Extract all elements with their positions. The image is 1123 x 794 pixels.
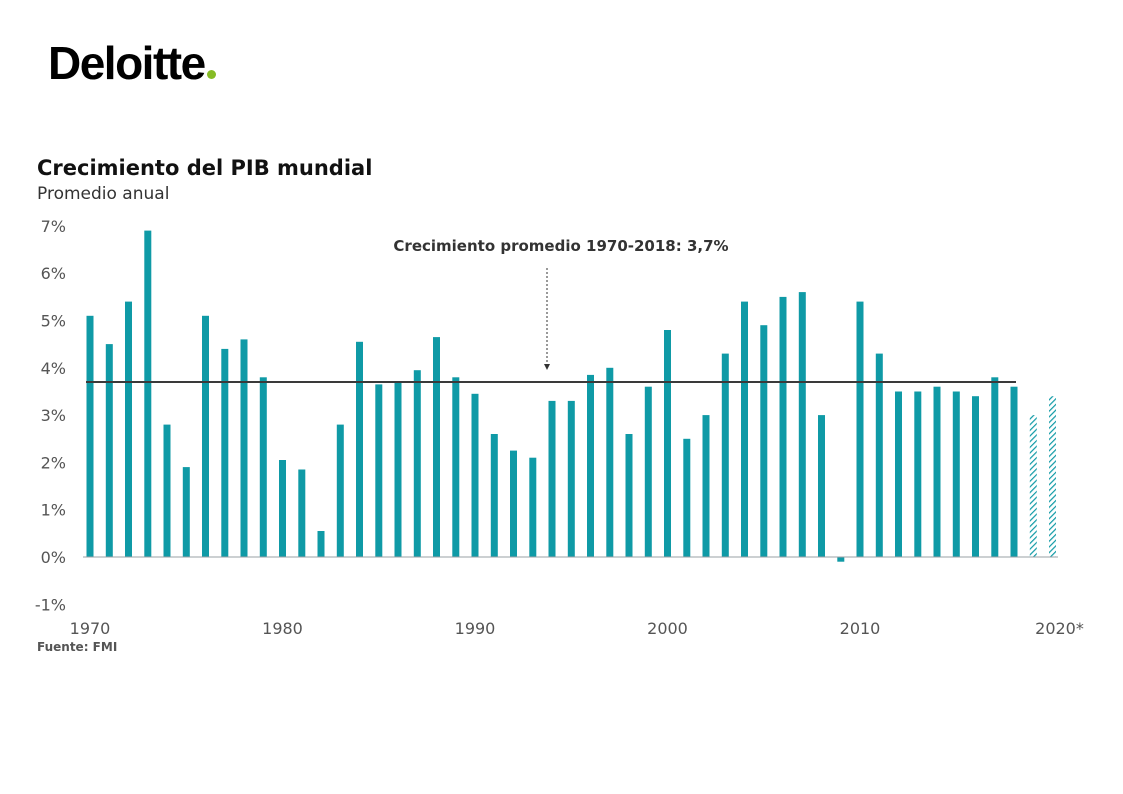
bar-2008 [818,415,825,557]
x-tick-label: 1990 [455,619,496,638]
bar-forecast-2019 [1029,415,1037,557]
y-tick-label: 5% [41,312,66,331]
bar-2013 [914,391,922,557]
bar-1995 [567,400,575,557]
bar-1994 [548,400,556,557]
x-axis: 1970 1980 1990 2000 2010 2020* [70,619,1084,638]
bar-1978 [240,339,248,557]
deloitte-logo: Deloitte [48,36,216,90]
y-tick-label: 7% [41,217,66,236]
average-annotation: Crecimiento promedio 1970-2018: 3,7% [393,237,728,255]
bar-1975 [182,467,190,557]
y-tick-label: -1% [35,595,66,614]
bar-1993 [529,457,537,557]
y-tick-label: 3% [41,406,66,425]
bar-1982 [317,531,325,557]
x-tick-label: 1970 [70,619,111,638]
bar-1992 [510,450,517,557]
bar-1985 [375,384,383,557]
bar-2010 [856,301,864,557]
x-tick-label: 2000 [647,619,688,638]
y-tick-label: 4% [41,359,66,378]
bars [86,230,1056,562]
x-tick-label: 1980 [262,619,303,638]
y-axis: -1% 0% 1% 2% 3% 4% 5% 6% 7% [35,217,66,614]
bar-1977 [221,348,229,557]
bar-1981 [298,469,306,557]
bar-2012 [895,391,902,557]
y-tick-label: 0% [41,548,66,567]
bar-2017 [991,377,999,557]
bar-1998 [625,434,633,557]
source-note: Fuente: FMI [37,640,118,654]
bar-2000 [664,330,671,557]
bar-1990 [471,393,479,557]
bar-2003 [721,353,729,557]
bar-1984 [356,341,363,557]
chart-title: Crecimiento del PIB mundial [37,156,373,180]
bar-2018 [1010,386,1018,557]
bar-2016 [972,396,979,557]
bar-2001 [683,438,691,558]
bar-2011 [875,353,883,557]
bar-2005 [760,325,768,557]
bar-1997 [606,367,614,557]
bar-2004 [741,301,748,557]
bar-2014 [933,386,941,557]
logo-dot-icon [206,70,216,79]
bar-2009 [837,557,845,562]
y-tick-label: 1% [41,501,66,520]
bar-1972 [125,301,132,557]
bar-1973 [144,230,152,557]
bar-1971 [105,344,113,557]
bar-1999 [644,386,652,557]
bar-1976 [202,315,209,557]
bar-2007 [798,292,806,557]
bar-forecast-2020 [1049,396,1056,557]
y-tick-label: 2% [41,453,66,472]
bar-2002 [702,415,710,557]
bar-1991 [490,434,498,557]
bar-1979 [259,377,267,557]
chart-subtitle: Promedio anual [37,184,170,204]
arrow-head-icon [544,364,550,370]
average-line-group: Crecimiento promedio 1970-2018: 3,7% [86,237,1016,383]
x-tick-label: 2010 [840,619,881,638]
bar-1986 [394,382,402,557]
y-tick-label: 6% [41,264,66,283]
bar-2006 [779,296,787,557]
x-tick-label: 2020* [1035,619,1084,638]
bar-1988 [433,337,440,557]
bar-2015 [952,391,960,557]
bar-1996 [587,374,594,557]
bar-1989 [452,377,460,557]
bar-1987 [413,370,421,557]
bar-1980 [279,460,286,557]
bar-1970 [86,315,94,557]
bar-1983 [336,424,344,557]
bar-1974 [163,424,171,557]
